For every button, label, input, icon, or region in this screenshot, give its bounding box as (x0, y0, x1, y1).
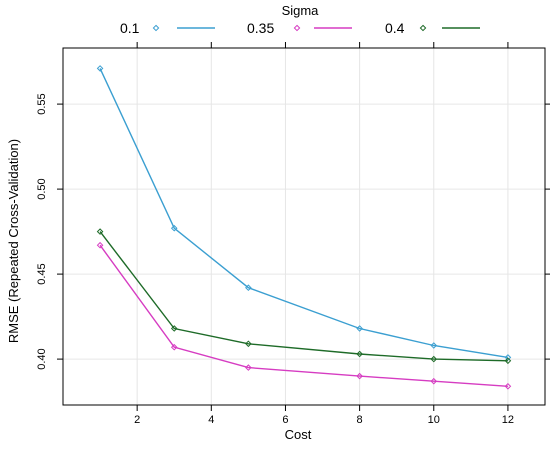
y-tick-label: 0.45 (36, 263, 48, 284)
legend-marker (419, 24, 427, 32)
data-point (504, 354, 512, 361)
grid-lines (63, 48, 545, 405)
data-point (356, 325, 363, 332)
series-layer (96, 65, 512, 390)
y-tick-label: 0.55 (36, 93, 48, 114)
data-point (430, 377, 438, 385)
y-axis-label: RMSE (Repeated Cross-Validation) (6, 139, 21, 343)
legend-label: 0.1 (120, 20, 140, 36)
legend: Sigma 0.1 0.35 0.4 (120, 3, 480, 36)
series-0 (96, 65, 512, 361)
series-line (99, 244, 508, 387)
x-tick-label: 8 (357, 414, 363, 426)
x-tick-label: 6 (282, 414, 288, 426)
data-point (504, 382, 512, 390)
data-point (245, 340, 252, 348)
data-point (96, 228, 104, 235)
x-tick-label: 12 (502, 414, 514, 426)
legend-marker (293, 24, 301, 32)
data-point (356, 350, 363, 358)
legend-label: 0.4 (385, 20, 405, 36)
plot-frame (62, 47, 546, 406)
series-line (99, 231, 508, 362)
x-axis-label: Cost (285, 427, 312, 442)
x-axis-ticks: 2 4 6 8 10 12 (134, 42, 514, 426)
series-1 (96, 241, 512, 390)
data-point (170, 224, 178, 232)
y-axis-ticks: 0.40 0.45 0.50 0.55 (36, 93, 550, 370)
data-point (96, 65, 104, 72)
data-point (170, 325, 178, 332)
data-point (96, 241, 104, 249)
y-tick-label: 0.40 (36, 348, 48, 369)
legend-label: 0.35 (247, 20, 274, 36)
x-tick-label: 10 (428, 414, 440, 426)
data-point (356, 372, 363, 380)
data-point (430, 355, 438, 363)
y-tick-label: 0.50 (36, 178, 48, 199)
data-point (430, 342, 438, 349)
plot-area: 2 4 6 8 10 12 0.40 0.45 0.50 0.55 (36, 42, 550, 426)
x-tick-label: 4 (208, 414, 214, 426)
x-tick-label: 2 (134, 414, 140, 426)
data-point (504, 357, 512, 365)
legend-item-0: 0.1 (120, 20, 215, 36)
legend-items: 0.1 0.35 0.4 (120, 20, 480, 36)
series-2 (96, 228, 512, 365)
data-point (245, 284, 252, 292)
series-line (99, 68, 509, 359)
data-point (245, 364, 252, 371)
legend-marker (152, 24, 160, 32)
legend-title: Sigma (282, 3, 320, 18)
legend-item-1: 0.35 (247, 20, 352, 36)
data-point (170, 343, 178, 351)
legend-item-2: 0.4 (385, 20, 480, 36)
